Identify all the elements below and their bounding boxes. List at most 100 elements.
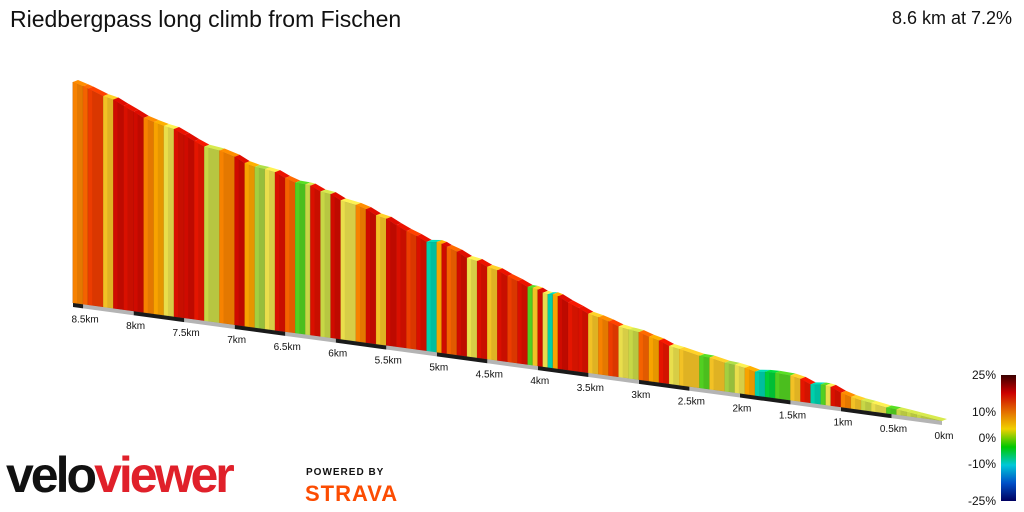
- profile-base-strip: [234, 324, 286, 336]
- profile-segment-edge: [436, 241, 441, 354]
- profile-segment-edge: [886, 407, 891, 415]
- legend-label-0: 0%: [979, 431, 997, 445]
- profile-segment-top: [638, 330, 654, 337]
- profile-base-strip: [689, 386, 740, 398]
- profile-segment-edge: [204, 146, 209, 322]
- profile-segment-top: [830, 384, 846, 393]
- profile-segment-top: [558, 294, 574, 303]
- profile-segment-top: [871, 401, 892, 408]
- profile-segment-edge: [497, 270, 502, 362]
- profile-segment-edge: [376, 215, 381, 346]
- profile-segment-top: [184, 132, 200, 142]
- legend-label-10: 10%: [972, 405, 996, 419]
- profile-segment-edge: [709, 357, 714, 391]
- profile-segment-top: [820, 382, 831, 386]
- profile-segment-top: [648, 334, 665, 341]
- profile-segment-top: [724, 360, 740, 365]
- profile-segment-edge: [275, 172, 280, 332]
- profile-segment-edge: [578, 307, 583, 373]
- profile-segment-edge: [83, 86, 88, 306]
- profile-segment-edge: [244, 163, 249, 328]
- profile-segment-top: [608, 319, 624, 327]
- profile-segment-top: [174, 126, 190, 135]
- distance-tick-label: 6km: [328, 349, 347, 360]
- profile-segment-top: [699, 353, 715, 358]
- profile-base-strip: [184, 318, 235, 329]
- profile-segment-edge: [648, 336, 653, 383]
- distance-tick-label: 1km: [834, 417, 853, 428]
- profile-segment-top: [487, 264, 503, 271]
- profile-segment-edge: [840, 392, 845, 409]
- distance-tick-label: 2.5km: [678, 397, 705, 408]
- profile-segment-top: [456, 249, 473, 258]
- chart-title: Riedbergpass long climb from Fischen: [10, 6, 402, 32]
- profile-segment-edge: [446, 247, 451, 355]
- profile-segment-edge: [699, 355, 704, 390]
- profile-segment-top: [83, 84, 94, 89]
- profile-segment-edge: [906, 411, 911, 418]
- profile-segment-top: [669, 343, 685, 350]
- profile-segment-edge: [820, 384, 825, 406]
- climb-summary: 8.6 km at 7.2%: [891, 8, 1012, 28]
- profile-segment-edge: [734, 364, 739, 394]
- profile-segment-edge: [487, 266, 492, 361]
- profile-base-strip: [739, 393, 791, 405]
- profile-segment-edge: [234, 156, 239, 326]
- profile-segment-top: [497, 268, 513, 277]
- profile-segment-edge: [386, 218, 391, 347]
- profile-segment-top: [477, 258, 493, 267]
- profile-segment-edge: [598, 317, 603, 376]
- profile-segments: [72, 80, 947, 422]
- profile-segment-top: [153, 120, 169, 126]
- distance-tick-label: 0.5km: [880, 424, 907, 435]
- profile-segment-edge: [133, 111, 138, 313]
- profile-segment-edge: [800, 378, 805, 403]
- profile-segment-top: [133, 109, 149, 118]
- profile-segment-top: [775, 370, 796, 376]
- profile-segment-top: [896, 407, 912, 412]
- legend-label-25: 25%: [972, 368, 996, 382]
- profile-segment-edge: [608, 321, 613, 377]
- profile-segment-top: [851, 395, 867, 401]
- logo-velo: velo: [6, 447, 97, 503]
- profile-segment-edge: [527, 286, 532, 366]
- profile-segment-edge: [755, 371, 760, 397]
- profile-segment-top: [426, 239, 442, 242]
- profile-base-strip: [386, 345, 437, 357]
- profile-segment-top: [103, 94, 119, 100]
- profile-segment-top: [765, 369, 781, 373]
- profile-segment-edge: [406, 230, 411, 350]
- profile-segment-top: [436, 239, 447, 244]
- profile-segment-edge: [558, 296, 563, 370]
- distance-tick-label: 4km: [530, 376, 549, 387]
- profile-segment-top: [320, 189, 336, 195]
- profile-segment-edge: [679, 349, 684, 387]
- profile-segment-edge: [765, 371, 770, 398]
- profile-segment-top: [578, 305, 594, 314]
- profile-segment-top: [507, 274, 523, 282]
- profile-segment-top: [810, 382, 826, 385]
- distance-tick-label: 3.5km: [577, 383, 604, 394]
- veloviewer-logo: veloviewer: [6, 447, 235, 503]
- profile-segment-top: [840, 390, 857, 398]
- profile-segment-edge: [825, 385, 830, 407]
- profile-base-strip: [790, 400, 841, 412]
- distance-tick-label: 5km: [429, 362, 448, 373]
- powered-by-label: POWERED BY: [306, 467, 385, 478]
- profile-segment-top: [446, 245, 462, 252]
- profile-base-strip: [638, 379, 690, 391]
- profile-segment-edge: [790, 375, 795, 402]
- distance-tick-label: 1.5km: [779, 410, 806, 421]
- profile-segment-top: [628, 327, 644, 333]
- profile-segment-edge: [896, 409, 901, 416]
- profile-segment-edge: [330, 194, 335, 339]
- profile-segment-top: [416, 233, 432, 242]
- profile-segment-edge: [254, 166, 259, 329]
- profile-segment-top: [376, 213, 392, 219]
- legend-label-minus10: -10%: [968, 457, 996, 471]
- profile-segment-top: [542, 290, 553, 295]
- profile-segment-top: [744, 365, 761, 372]
- profile-segment-top: [234, 154, 250, 164]
- profile-segment-edge: [396, 225, 401, 348]
